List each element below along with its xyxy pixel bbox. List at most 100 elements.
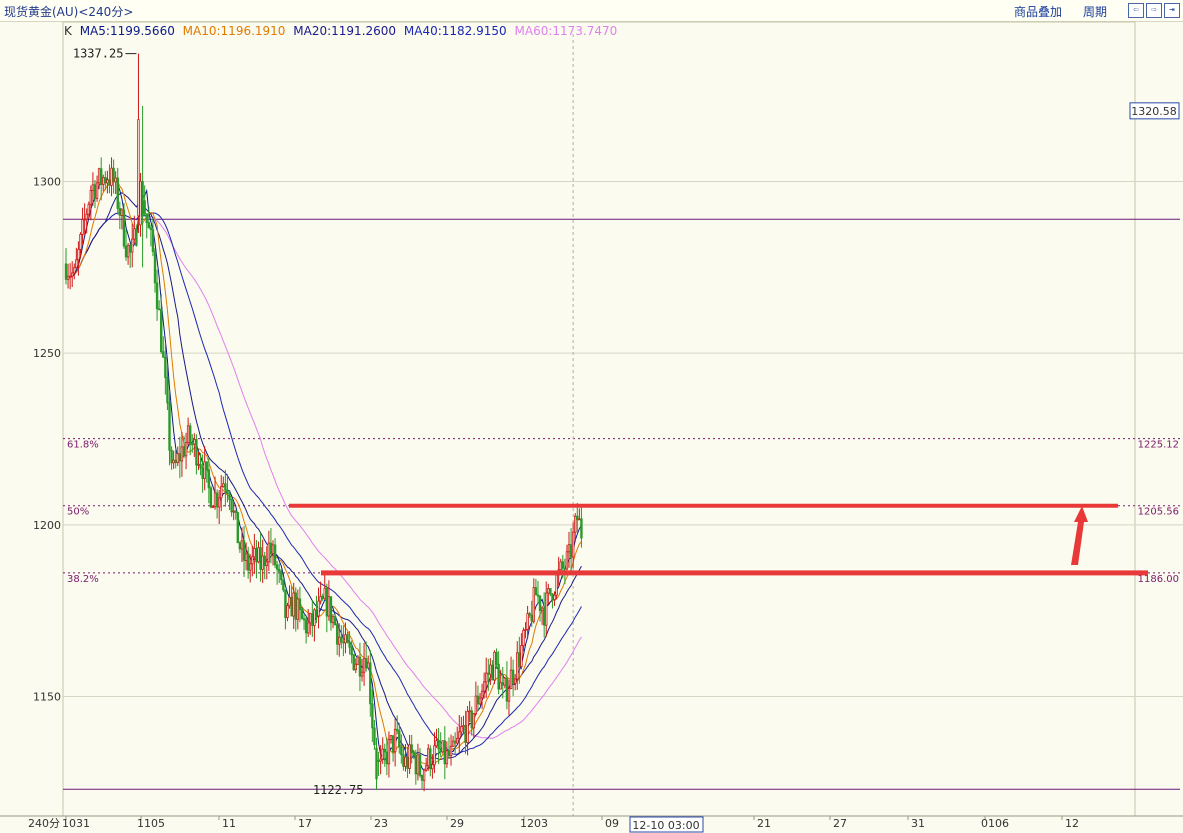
candle-body [472, 713, 475, 729]
candle-body [77, 248, 80, 261]
candle-body [166, 377, 169, 404]
candle-body [520, 645, 523, 667]
candle-body [238, 542, 242, 550]
candle-body [443, 740, 447, 765]
candle-body [93, 184, 97, 199]
candle-body [195, 439, 198, 466]
candle-body [522, 629, 525, 646]
candle-body [352, 654, 355, 671]
candle-body [91, 184, 95, 191]
candle-body [534, 587, 538, 596]
candle-body [329, 596, 333, 624]
candle-body [147, 222, 151, 229]
candle-body [224, 483, 227, 491]
candle-body [427, 748, 430, 767]
candle-body [346, 634, 349, 643]
candle-body [574, 515, 577, 533]
candle-body [114, 177, 117, 183]
nav-left-icon[interactable]: ⇦ [1128, 3, 1144, 18]
candle-body [379, 758, 382, 762]
resistance-line-upper [289, 503, 1118, 508]
candle-body [404, 756, 407, 767]
candle-body [453, 740, 457, 744]
candle-body [226, 489, 229, 494]
candle-body [507, 688, 511, 702]
candle-body [172, 459, 175, 464]
nav-end-icon[interactable]: ⇥ [1164, 3, 1180, 18]
candle-body [282, 579, 285, 591]
candle-body [555, 574, 558, 596]
candle-body [468, 710, 471, 713]
candle-body [178, 453, 182, 462]
candle-body [313, 609, 316, 627]
candle-body [569, 544, 573, 558]
candle-body [193, 439, 196, 445]
candle-body [153, 251, 157, 284]
candle-body [81, 219, 84, 235]
candle-body [431, 764, 434, 770]
candle-body [532, 587, 536, 622]
candle-body [319, 595, 322, 602]
candle-body [209, 487, 213, 508]
candle-body [73, 267, 76, 274]
chart-title: 现货黄金(AU)<240分> [4, 5, 134, 19]
candle-body [257, 547, 260, 563]
candle-body [234, 510, 237, 513]
candle-body [505, 677, 509, 702]
candle-body [261, 555, 264, 570]
period-button[interactable]: 周期 [1083, 5, 1108, 19]
candle-body [215, 492, 219, 508]
candle-body [292, 592, 295, 617]
plot-area [62, 21, 1136, 817]
candle-body [286, 605, 289, 618]
candle-body [389, 735, 393, 740]
candle-body [433, 745, 436, 766]
candle-body [298, 598, 302, 610]
candle-body [151, 229, 155, 253]
candle-body [108, 179, 111, 186]
candle-body [203, 461, 206, 479]
candle-body [269, 542, 273, 554]
candle-body [460, 726, 463, 733]
y-tick-label: 1250 [33, 347, 61, 360]
x-axis-band [63, 816, 1183, 833]
candle-body [251, 556, 254, 565]
nav-right-icon[interactable]: ⇨ [1146, 3, 1162, 18]
candle-body [429, 748, 432, 770]
candle-body [580, 518, 583, 539]
candle-body [400, 746, 403, 756]
candle-body [75, 259, 78, 269]
candle-body [333, 616, 337, 626]
candle-body [66, 275, 70, 280]
candle-body [547, 588, 550, 594]
candle-body [157, 308, 161, 311]
candle-body [71, 272, 74, 277]
candle-body [482, 681, 486, 692]
candle-body [244, 553, 248, 561]
fib-percent-label: 38.2% [67, 574, 99, 585]
candle-body [559, 561, 562, 571]
fib-value-label: 1186.00 [1138, 574, 1179, 585]
candle-body [220, 486, 223, 499]
candle-body [524, 628, 527, 631]
candle-body [137, 119, 140, 217]
candle-body [85, 213, 88, 220]
candle-body [89, 190, 93, 205]
candle-body [176, 453, 179, 464]
candle-body [141, 181, 144, 217]
candle-body [342, 641, 345, 644]
candle-body [369, 662, 372, 705]
candle-body [476, 695, 480, 705]
candle-body [458, 731, 461, 739]
candle-body [228, 493, 231, 501]
overlay-button[interactable]: 商品叠加 [1014, 5, 1063, 19]
fib-value-label: 1205.56 [1138, 507, 1179, 518]
candle-body [133, 228, 136, 240]
candle-body [497, 663, 500, 690]
candle-body [116, 177, 119, 209]
candle-body [263, 555, 266, 566]
candle-body [518, 652, 521, 667]
candle-body [253, 547, 256, 558]
candle-body [565, 551, 569, 570]
